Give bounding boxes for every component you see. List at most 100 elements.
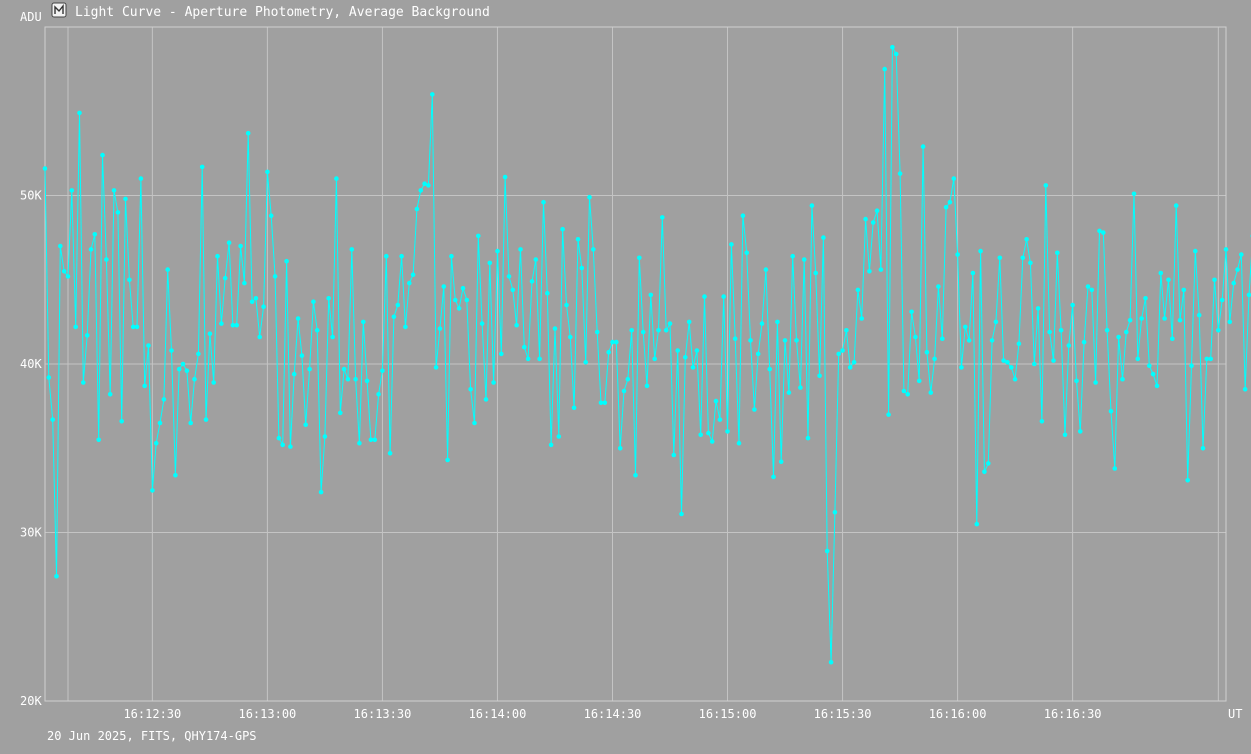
data-point [506,274,512,279]
data-point [993,319,999,325]
data-point [844,328,849,333]
data-point [499,351,504,357]
data-point [111,188,117,193]
data-point [1173,203,1179,208]
data-point [782,338,788,343]
data-point [1170,336,1175,342]
data-point [341,366,347,372]
data-point [276,435,282,441]
data-point [169,348,174,353]
data-point [1058,328,1064,333]
data-point [96,437,101,443]
data-point [1143,296,1148,301]
data-point [42,166,48,171]
data-point [932,356,937,362]
data-point [253,296,259,301]
data-point [176,366,182,372]
data-point [882,66,887,72]
data-point [127,277,132,283]
data-point [61,269,67,274]
data-point [284,258,289,264]
data-point [1093,380,1098,385]
data-point [510,287,516,293]
data-point [184,368,190,374]
data-point [805,435,811,441]
data-point [928,390,934,395]
data-point [986,461,991,466]
data-point [384,253,389,259]
data-point [571,405,577,411]
data-point [824,548,830,554]
data-point [92,232,98,237]
data-point [905,392,910,397]
data-point [1208,356,1213,362]
x-tick-label: 16:15:30 [814,707,872,721]
data-point [721,294,726,299]
data-point [403,324,408,330]
data-point [1131,191,1137,197]
data-point [943,205,949,210]
data-point [65,274,71,279]
data-point [1181,287,1187,293]
data-point [1189,363,1194,369]
x-tick-label: 16:13:00 [238,707,296,721]
data-point [219,321,224,326]
data-point [732,336,738,342]
data-point [326,296,332,301]
data-point [1070,302,1075,308]
data-point [357,440,362,446]
data-point [947,199,953,205]
data-point [314,328,320,333]
data-point [790,253,795,259]
data-point [157,420,163,426]
data-point [936,284,941,289]
data-point [644,383,650,389]
y-tick-label: 40K [20,357,42,371]
data-point [330,334,335,340]
data-point [886,412,891,417]
data-point [472,420,477,426]
data-point [311,299,316,305]
data-point [978,248,983,254]
window-icon[interactable] [51,2,67,18]
data-point [660,215,665,220]
data-point [709,439,715,444]
data-point [1066,343,1072,348]
data-point [1204,356,1210,362]
data-point [380,368,385,374]
data-point [46,375,52,380]
data-point [84,333,90,338]
data-point [798,385,803,390]
x-tick-label: 16:12:30 [123,707,181,721]
data-point [1166,277,1171,283]
data-point [495,248,500,254]
data-point [552,326,558,331]
data-point [334,176,339,181]
data-point [376,392,381,397]
data-point [134,324,140,330]
data-point [997,255,1003,261]
data-point [560,226,565,232]
y-tick-labels: 20K 30K 40K 50K [20,189,42,709]
data-point [675,348,680,353]
data-point [295,316,301,321]
data-point [1120,376,1125,382]
data-point [1246,292,1251,298]
data-point [683,355,688,360]
data-point [1005,360,1010,365]
data-point [349,247,355,252]
data-point [1154,383,1160,389]
data-point [1223,247,1229,252]
data-point [226,240,232,245]
data-point [778,459,784,465]
data-point [752,407,757,412]
data-point [963,324,968,330]
data-point [522,344,527,350]
data-point [460,285,466,291]
data-point [422,181,427,186]
data-point [115,210,121,215]
data-point [801,257,807,262]
data-point [982,469,987,475]
data-point [153,440,159,446]
data-point [238,243,243,249]
